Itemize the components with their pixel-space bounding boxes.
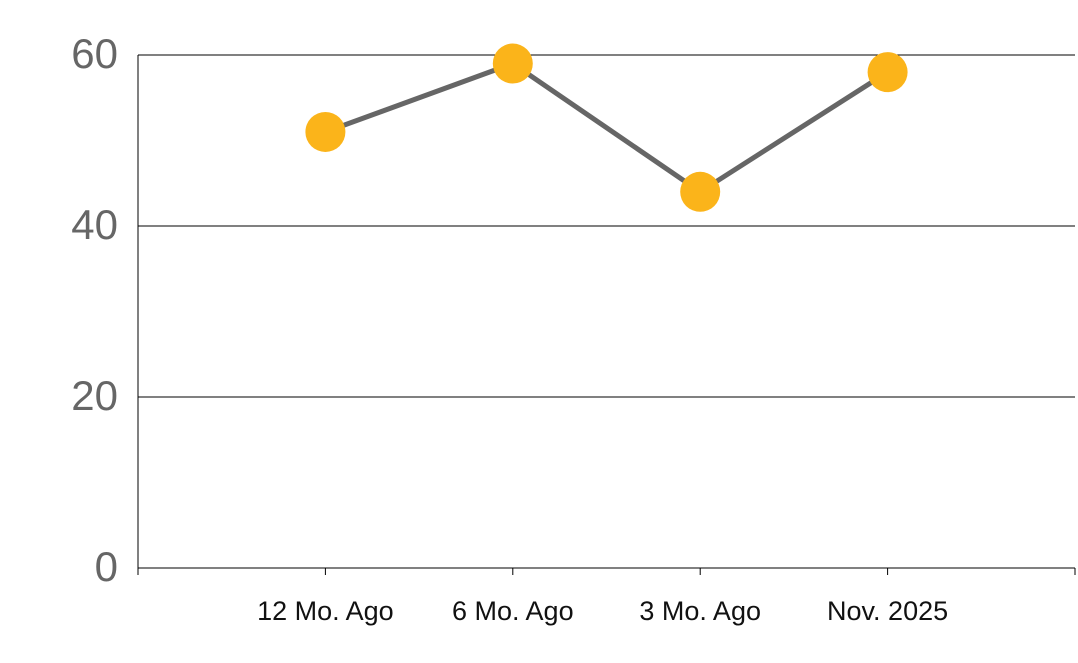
series-line	[324, 61, 889, 195]
y-tick-label: 20	[71, 372, 118, 419]
data-point	[305, 111, 346, 152]
data-point	[867, 52, 908, 93]
y-tick-label: 60	[71, 30, 118, 77]
x-tick-label: 6 Mo. Ago	[452, 596, 574, 626]
data-point	[680, 171, 721, 212]
y-tick-label: 0	[95, 543, 118, 590]
x-tick-label: Nov. 2025	[827, 596, 948, 626]
x-tick-label: 12 Mo. Ago	[257, 596, 394, 626]
data-point	[492, 43, 533, 84]
x-tick-label: 3 Mo. Ago	[639, 596, 761, 626]
y-tick-label: 40	[71, 201, 118, 248]
